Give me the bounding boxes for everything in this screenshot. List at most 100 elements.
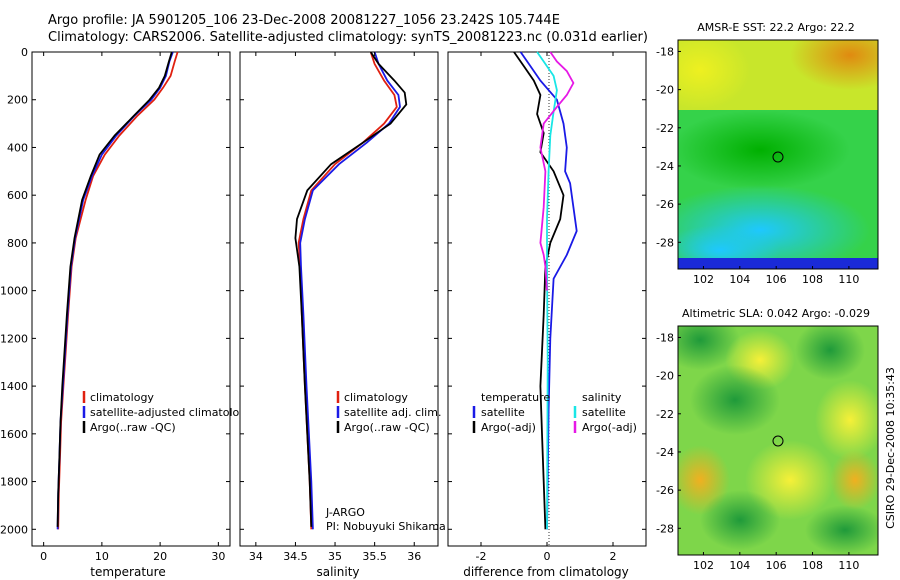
series-line-temperature-satellite [519,51,578,530]
x-tick-label: 34 [249,550,263,563]
salinity-ticks-group: 34 34.5 35 35.5 36 [240,51,438,563]
sla-low-5 [805,505,878,555]
legend-heading-salinity: salinity [582,391,622,404]
map-y-tick-label: -28 [656,522,674,535]
x-tick-label: 0 [40,550,47,563]
temperature-axes-frame [31,51,231,547]
sla-argo-marker [772,435,784,447]
map-y-tick-label: -26 [656,484,674,497]
x-tick-label: 30 [211,550,225,563]
map-y-tick-label: -20 [656,370,674,383]
legend-heading-temperature: temperature [481,391,550,404]
series-line-satellite [299,51,401,530]
sst-argo-marker [772,151,784,163]
map-x-tick-label: 108 [802,559,823,572]
series-line-salinity-argo [539,51,575,291]
map-y-tick-label: -24 [656,160,674,173]
csiro-credit: CSIRO 29-Dec-2008 10:35:43 [884,367,897,529]
legend-label-climatology: climatology [90,391,154,404]
x-tick-label: -2 [476,550,487,563]
sst-ticks-group: 102 104 106 108 110 -18 -20 -22 -24 -26 -28 [656,45,859,286]
sst-hot-patch [790,40,878,90]
legend-label-temp-argo: Argo(-adj) [481,421,536,434]
x-tick-label: 2 [610,550,617,563]
temperature-panel: temperature 0 10 20 30 0 200 400 600 800 1000 1200… [0,46,253,579]
salinity-legend: climatology satellite adj. clim. Argo(..… [336,391,441,434]
temperature-ticks-group: 0 10 20 30 0 200 400 600 800 1000 1200 1400 1600 1800… [0,46,230,563]
map-x-tick-label: 110 [838,273,859,286]
salinity-xlabel: salinity [316,565,359,579]
temperature-legend: climatology satellite-adjusted climatolo… [82,391,253,434]
legend-label-satellite: satellite adj. clim. [344,406,441,419]
sla-map-frame [677,325,879,556]
map-y-tick-label: -20 [656,84,674,97]
pi-annotation: PI: Nobuyuki Shikama [326,520,446,533]
series-line-argo [56,51,173,527]
map-x-tick-label: 108 [802,273,823,286]
sla-high-2 [815,380,878,460]
legend-label-sal-argo: Argo(-adj) [582,421,637,434]
map-x-tick-label: 106 [766,273,787,286]
y-tick-label: 800 [7,237,28,250]
sst-map-title: AMSR-E SST: 22.2 Argo: 22.2 [697,21,855,34]
x-tick-label: 10 [95,550,109,563]
sla-low-4 [700,490,780,550]
legend-label-argo: Argo(..raw -QC) [90,421,176,434]
y-tick-label: 1000 [0,285,28,298]
chart-title-line-1: Argo profile: JA 5901205_106 23-Dec-2008… [48,13,560,28]
map-x-tick-label: 110 [838,559,859,572]
sst-yellow-patch-left [678,40,750,110]
sst-bottom-band [678,258,878,269]
sla-ticks-group: 102 104 106 108 110 -18 -20 -22 -24 -26 -28 [656,331,859,572]
legend-label-satellite: satellite-adjusted climatology [90,406,253,419]
salinity-axes-frame [239,51,439,547]
map-y-tick-label: -22 [656,122,674,135]
jargo-annotation: J-ARGO [325,506,365,519]
difference-series-group [513,51,578,530]
sst-map-frame [677,39,879,270]
legend-label-argo: Argo(..raw -QC) [344,421,430,434]
y-tick-label: 400 [7,141,28,154]
map-y-tick-label: -22 [656,408,674,421]
x-tick-label: 35 [328,550,342,563]
series-line-salinity-satellite [536,51,558,530]
map-y-tick-label: -18 [656,331,674,344]
legend-label-climatology: climatology [344,391,408,404]
chart-title-line-2: Climatology: CARS2006. Satellite-adjuste… [48,30,648,45]
map-x-tick-label: 104 [729,273,750,286]
map-x-tick-label: 104 [729,559,750,572]
difference-ticks-group: -2 0 2 [448,51,646,563]
sla-high-5 [830,450,878,510]
difference-xlabel: difference from climatology [463,565,629,579]
map-y-tick-label: -28 [656,236,674,249]
y-tick-label: 1200 [0,332,28,345]
map-x-tick-label: 106 [766,559,787,572]
x-tick-label: 35.5 [362,550,387,563]
sla-map-image [678,326,878,555]
sla-low-1 [678,326,740,370]
y-tick-label: 600 [7,189,28,202]
map-x-tick-label: 102 [693,273,714,286]
sla-map-panel: Altimetric SLA: 0.042 Argo: -0.029 102 10… [656,307,879,572]
sla-map-title: Altimetric SLA: 0.042 Argo: -0.029 [682,307,870,320]
sla-low-2 [795,326,865,380]
y-tick-label: 0 [21,46,28,59]
sst-map-panel: AMSR-E SST: 22.2 Argo: 22.2 102 104 106 108… [656,21,879,286]
sst-green-patch [678,110,850,190]
y-tick-label: 1600 [0,428,28,441]
legend-label-temp-satellite: satellite [481,406,525,419]
x-tick-label: 20 [153,550,167,563]
y-tick-label: 2000 [0,523,28,536]
x-tick-label: 34.5 [283,550,308,563]
temperature-xlabel: temperature [90,565,165,579]
sst-map-image [678,40,878,269]
series-line-temperature-argo [513,51,565,530]
sla-low-3 [690,365,780,435]
x-tick-label: 36 [407,550,421,563]
y-tick-label: 1400 [0,380,28,393]
map-y-tick-label: -18 [656,45,674,58]
salinity-series-group [294,51,408,530]
difference-panel: difference from climatology -2 0 2 tempera… [447,51,647,579]
legend-label-sal-satellite: satellite [582,406,626,419]
